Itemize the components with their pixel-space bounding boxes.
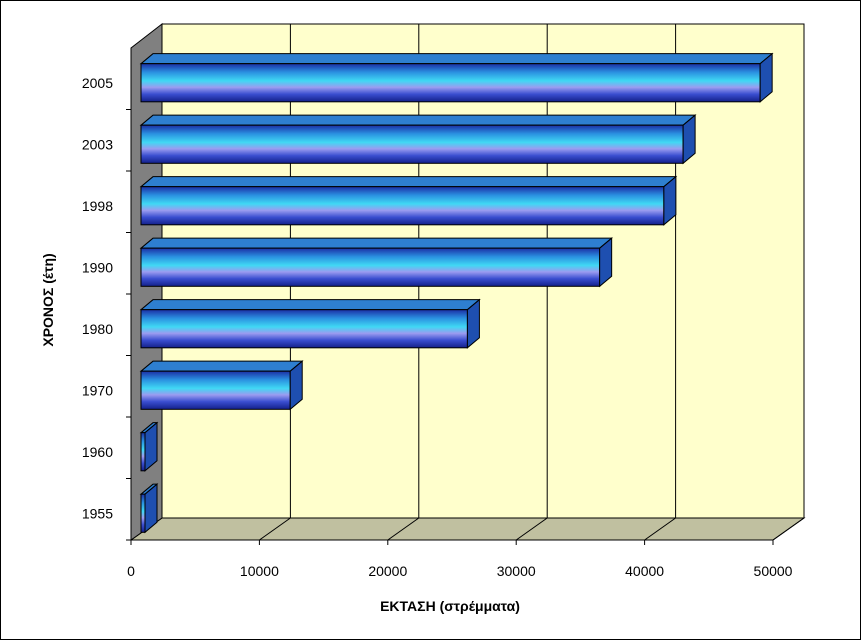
bar-1970: [139, 360, 304, 411]
gridline-floor: [772, 517, 805, 541]
y-tick-label: 1990: [82, 259, 113, 275]
x-tick-label: 20000: [368, 563, 407, 579]
bar-1960: [139, 421, 159, 472]
y-axis-title: ΧΡΟΝΟΣ (έτη): [40, 253, 56, 346]
bar: [140, 309, 468, 349]
y-tick-label: 1955: [82, 505, 113, 521]
gridline-floor: [387, 517, 420, 541]
gridline-floor: [644, 517, 676, 541]
bar-end: [759, 52, 773, 103]
bar-top: [139, 114, 697, 126]
y-tick-label: 1980: [82, 321, 113, 337]
x-tick-label: 50000: [754, 563, 793, 579]
bar: [140, 63, 761, 103]
x-tick-label: 0: [127, 563, 135, 579]
bar: [140, 432, 146, 472]
bar-top: [139, 360, 304, 372]
gridline-floor: [259, 517, 291, 541]
y-tick-label: 1998: [82, 198, 113, 214]
bar-2003: [139, 114, 697, 165]
bar-end: [663, 175, 677, 226]
bar-end: [289, 360, 303, 411]
bar-end: [144, 483, 158, 534]
bar-2005: [139, 52, 774, 103]
bar-top: [139, 176, 678, 188]
bar: [140, 186, 665, 226]
x-axis-title: ΕΚΤΑΣΗ (στρέμματα): [380, 598, 520, 614]
x-tick-label: 40000: [625, 563, 664, 579]
gridline-floor: [515, 517, 548, 541]
bar-1980: [139, 298, 481, 349]
bar-1998: [139, 175, 678, 226]
bar-end: [144, 421, 158, 472]
x-tick-label: 10000: [240, 563, 279, 579]
y-tick-label: 2005: [82, 75, 113, 91]
y-tick-label: 1960: [82, 444, 113, 460]
bar: [140, 493, 146, 533]
bar-end: [466, 298, 480, 349]
x-tick-label: 30000: [497, 563, 536, 579]
floor: [129, 517, 806, 541]
bar-top: [139, 237, 614, 249]
y-tick-label: 1970: [82, 382, 113, 398]
bars: [139, 52, 774, 534]
axes: 1955 1960 1970 1980 1990 1998 2003 2005 0 10000 20…: [82, 48, 793, 579]
bar-top: [139, 53, 774, 65]
bar: [140, 247, 601, 287]
bar: [140, 124, 684, 164]
y-tick-label: 2003: [82, 136, 113, 152]
bar: [140, 370, 291, 410]
bar-end: [599, 237, 613, 288]
bar-1990: [139, 237, 614, 288]
bar-1955: [139, 483, 159, 534]
bar-top: [139, 299, 481, 311]
bar-end: [682, 114, 696, 165]
